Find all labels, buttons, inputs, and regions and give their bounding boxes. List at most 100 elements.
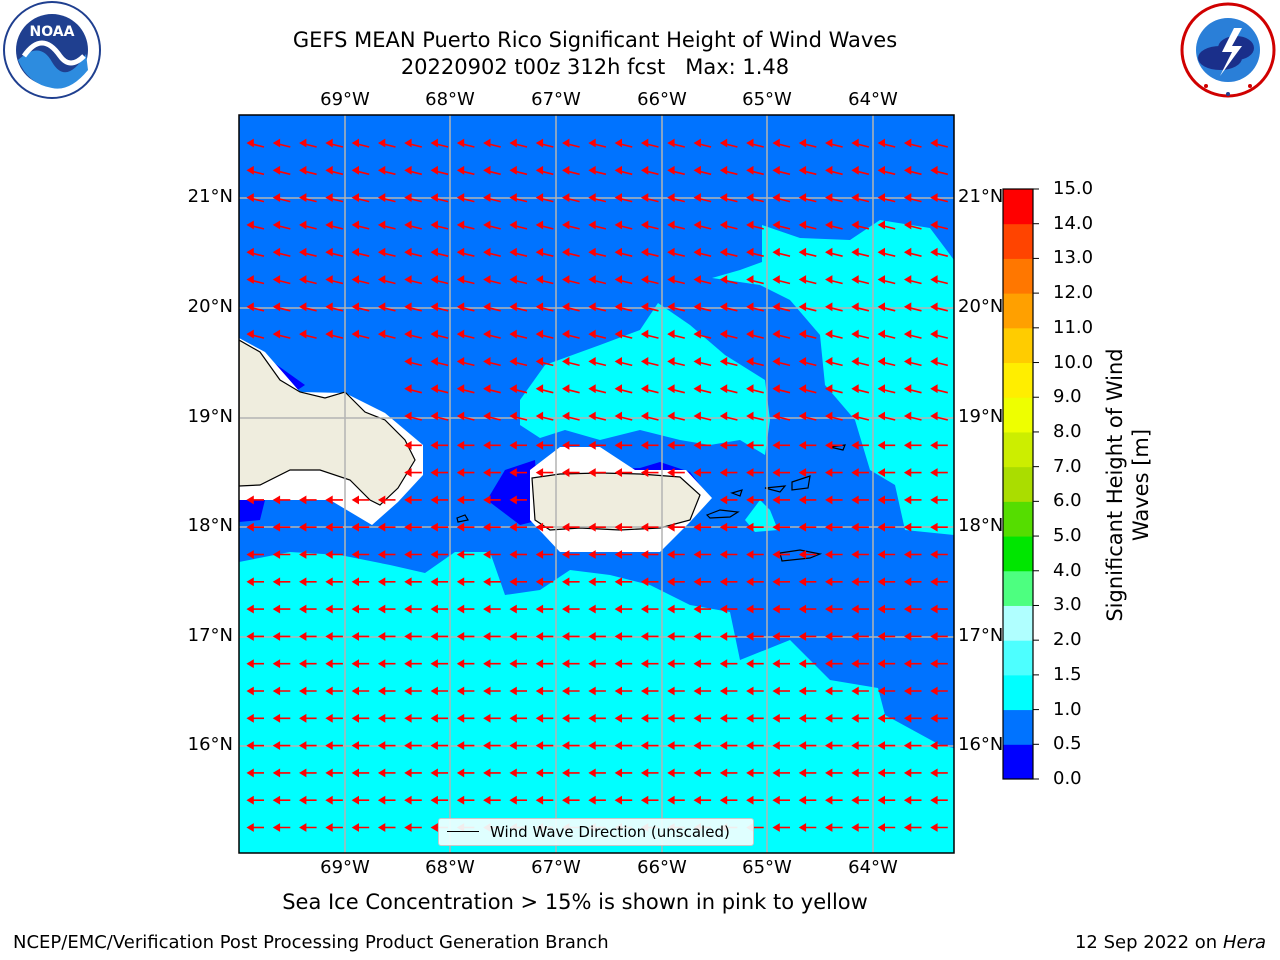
- legend-label: Wind Wave Direction (unscaled): [490, 823, 730, 841]
- wave-direction-arrowhead: [798, 468, 807, 478]
- wave-direction-arrowhead: [456, 193, 465, 203]
- colorbar-segment: [1003, 189, 1033, 225]
- wave-direction-arrowhead: [693, 247, 701, 257]
- wave-direction-arrowhead: [456, 247, 465, 257]
- wave-direction-arrowhead: [430, 138, 438, 148]
- wave-direction-arrowhead: [509, 138, 517, 148]
- colorbar-segment: [1003, 397, 1033, 433]
- wave-direction-arrowhead: [772, 550, 780, 559]
- wave-direction-arrowhead: [667, 247, 675, 257]
- wave-direction-arrowhead: [903, 522, 912, 532]
- wave-direction-arrowhead: [325, 329, 333, 339]
- wave-direction-arrowhead: [483, 440, 491, 450]
- wave-direction-arrowhead: [640, 577, 649, 587]
- wave-direction-arrowhead: [535, 220, 544, 230]
- wave-direction-arrowhead: [299, 138, 307, 148]
- wave-direction-arrowhead: [535, 275, 544, 284]
- wave-direction-arrowhead: [430, 329, 438, 339]
- wave-direction-arrowhead: [430, 165, 438, 175]
- wave-direction-arrowhead: [930, 522, 938, 532]
- wave-direction-arrowhead: [272, 302, 281, 312]
- wave-direction-arrowhead: [588, 384, 596, 394]
- wave-direction-arrowhead: [851, 550, 859, 559]
- wave-direction-arrowhead: [351, 686, 359, 696]
- wave-direction-arrowhead: [325, 823, 333, 832]
- wave-direction-arrowhead: [640, 220, 649, 230]
- wave-direction-arrowhead: [903, 550, 912, 559]
- colorbar-tick-label: 6.0: [1053, 490, 1082, 512]
- wave-direction-arrowhead: [404, 138, 412, 148]
- wave-direction-arrowhead: [351, 495, 359, 505]
- wave-direction-arrowhead: [877, 577, 885, 587]
- wave-direction-arrowhead: [588, 768, 596, 778]
- wave-direction-arrowhead: [877, 686, 885, 696]
- wave-direction-arrowhead: [588, 631, 596, 641]
- wave-direction-arrowhead: [877, 193, 885, 203]
- wave-direction-arrowhead: [456, 356, 465, 366]
- wave-direction-arrowhead: [456, 577, 465, 587]
- footer-date: 12 Sep 2022 on Hera: [1075, 932, 1266, 953]
- wave-direction-arrowhead: [325, 604, 333, 614]
- wave-direction-arrowhead: [719, 522, 728, 532]
- sea-ice-note: Sea Ice Concentration > 15% is shown in …: [282, 890, 868, 914]
- colorbar-segment: [1003, 709, 1033, 745]
- wave-direction-arrowhead: [351, 275, 359, 284]
- wave-direction-arrowhead: [614, 138, 622, 148]
- wave-direction-arrowhead: [746, 631, 754, 641]
- wave-direction-arrowhead: [509, 220, 517, 230]
- wave-direction-arrowhead: [456, 384, 465, 394]
- wave-direction-arrowhead: [798, 495, 807, 505]
- wave-direction-arrowhead: [798, 302, 807, 312]
- wave-direction-arrowhead: [562, 522, 570, 532]
- wave-direction-arrowhead: [562, 247, 570, 257]
- wave-direction-arrowhead: [377, 522, 386, 532]
- wave-direction-arrowhead: [667, 631, 675, 641]
- wave-direction-arrowhead: [667, 550, 675, 559]
- wave-direction-arrowhead: [903, 768, 912, 778]
- wave-direction-arrowhead: [903, 741, 912, 751]
- wave-direction-arrowhead: [825, 713, 833, 723]
- wave-direction-arrowhead: [299, 329, 307, 339]
- wave-direction-arrowhead: [640, 741, 649, 751]
- wave-direction-arrowhead: [851, 411, 859, 421]
- wave-direction-arrowhead: [798, 384, 807, 394]
- wave-direction-arrowhead: [798, 631, 807, 641]
- wave-direction-arrowhead: [614, 384, 622, 394]
- legend-line-swatch: [447, 831, 479, 832]
- wave-direction-arrowhead: [772, 659, 780, 669]
- wave-direction-arrowhead: [851, 495, 859, 505]
- wave-direction-arrowhead: [640, 604, 649, 614]
- wave-direction-arrowhead: [246, 275, 254, 284]
- wave-direction-arrowhead: [930, 823, 938, 832]
- wave-direction-arrowhead: [772, 741, 780, 751]
- wave-direction-arrowhead: [272, 659, 281, 669]
- wave-direction-arrowhead: [404, 468, 412, 478]
- wave-direction-arrowhead: [746, 411, 754, 421]
- wave-direction-arrowhead: [535, 165, 544, 175]
- wave-direction-arrowhead: [509, 247, 517, 257]
- wave-direction-arrowhead: [299, 823, 307, 832]
- wave-direction-arrowhead: [877, 468, 885, 478]
- colorbar-segment: [1003, 605, 1033, 641]
- wave-direction-arrowhead: [903, 604, 912, 614]
- wave-direction-arrowhead: [456, 220, 465, 230]
- wave-direction-arrowhead: [667, 302, 675, 312]
- wave-direction-arrowhead: [483, 138, 491, 148]
- wave-direction-arrowhead: [930, 356, 938, 366]
- wave-direction-arrowhead: [640, 329, 649, 339]
- wave-direction-arrowhead: [351, 768, 359, 778]
- wave-direction-arrowhead: [299, 577, 307, 587]
- wave-direction-arrowhead: [798, 522, 807, 532]
- wave-direction-arrowhead: [325, 138, 333, 148]
- wave-direction-arrowhead: [903, 795, 912, 805]
- wave-direction-arrowhead: [903, 495, 912, 505]
- wave-direction-arrowhead: [798, 329, 807, 339]
- wave-direction-arrowhead: [456, 550, 465, 559]
- wave-direction-arrowhead: [246, 495, 254, 505]
- wave-direction-arrowhead: [351, 165, 359, 175]
- wave-direction-arrowhead: [640, 468, 649, 478]
- wave-direction-arrowhead: [667, 577, 675, 587]
- wave-direction-arrowhead: [825, 138, 833, 148]
- wave-direction-arrowhead: [404, 247, 412, 257]
